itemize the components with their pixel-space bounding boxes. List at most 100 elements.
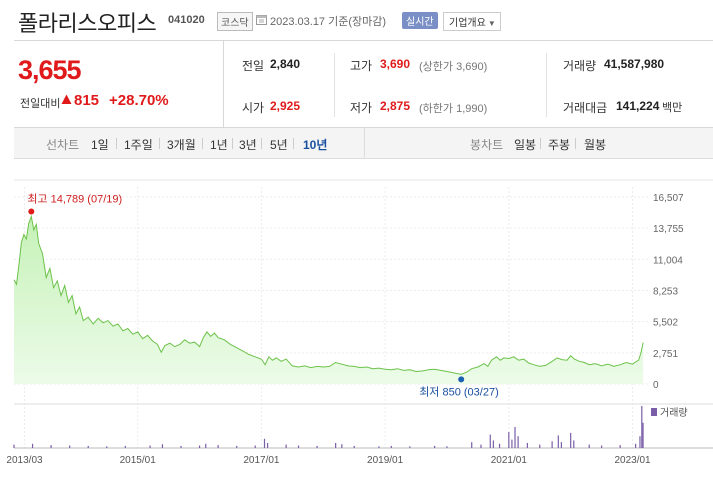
prev-close-label: 전일	[242, 59, 265, 73]
volume-bar	[588, 444, 590, 448]
line-chart-label: 선차트	[46, 138, 80, 152]
change-percent: +28.70%	[109, 92, 169, 109]
low-point-marker	[458, 376, 465, 383]
volume-bar	[69, 445, 71, 448]
volume-legend-label: 거래량	[660, 407, 688, 419]
volume-bar	[149, 445, 151, 448]
volume-bar	[409, 446, 411, 448]
period-1y[interactable]: 1년	[210, 138, 228, 152]
trade-amount-label: 거래대금	[563, 101, 608, 115]
period-1d[interactable]: 1일	[91, 138, 109, 152]
volume-bar	[635, 443, 637, 448]
divider	[232, 138, 233, 149]
period-1w[interactable]: 1주일	[124, 138, 153, 152]
volume-bar	[560, 442, 563, 448]
divider	[261, 138, 262, 149]
y-tick-label: 13,755	[653, 224, 684, 235]
volume-bar	[489, 434, 491, 448]
candle-daily[interactable]: 일봉	[514, 138, 537, 152]
low-point-label: 최저 850 (03/27)	[419, 385, 499, 398]
trade-amount-unit: 백만	[662, 102, 683, 114]
volume-bar	[573, 440, 575, 448]
volume-bar	[642, 422, 644, 448]
divider	[159, 138, 160, 149]
volume-bar	[267, 442, 269, 448]
volume-bar	[446, 446, 448, 448]
y-tick-label: 5,502	[653, 318, 678, 329]
high-point-marker	[28, 208, 35, 215]
volume-bar	[557, 435, 559, 448]
period-10y[interactable]: 10년	[303, 138, 328, 152]
volume-bar	[205, 443, 207, 448]
volume-bar	[514, 427, 516, 448]
volume-bar	[297, 445, 300, 448]
trade-amount-value: 141,224	[616, 99, 660, 113]
volume-bar	[551, 441, 553, 448]
x-tick-label: 2015/01	[120, 455, 157, 466]
open-label: 시가	[242, 101, 265, 115]
change-label: 전일대비	[20, 98, 61, 110]
divider	[334, 53, 335, 117]
volume-bar	[13, 444, 15, 448]
volume-bar	[341, 444, 343, 448]
company-overview-dropdown[interactable]: 기업개요 ▼	[443, 12, 501, 31]
volume-bar	[180, 445, 182, 448]
candle-chart-label: 봉차트	[470, 138, 504, 152]
volume-bar	[619, 445, 621, 448]
prev-close-value: 2,840	[270, 57, 301, 71]
price-line	[13, 214, 644, 375]
period-3m[interactable]: 3개월	[167, 138, 196, 152]
period-5y[interactable]: 5년	[270, 138, 288, 152]
volume-bar	[511, 439, 513, 448]
volume-bar	[87, 445, 89, 448]
volume-bar	[50, 445, 52, 448]
y-tick-label: 16,507	[653, 193, 684, 204]
volume-bar	[335, 442, 337, 448]
volume-bar	[498, 443, 501, 448]
y-tick-label: 0	[653, 380, 659, 391]
stock-header: 폴라리스오피스 041020 코스닥 2023.03.17 기준(장마감) 실시…	[0, 0, 713, 42]
chevron-down-icon: ▼	[487, 19, 496, 28]
volume-bar	[31, 443, 34, 448]
realtime-button[interactable]: 실시간	[402, 12, 438, 29]
volume-bar	[254, 445, 256, 448]
chart-annotations: 최고 14,789 (07/19) 최저 850 (03/27)	[27, 192, 498, 398]
price-info-panel: 3,655 전일대비 815 +28.70% 전일 2,840 시가 2,925…	[14, 40, 713, 128]
high-value: 3,690	[380, 57, 411, 71]
stock-code: 041020	[168, 14, 205, 26]
company-overview-label: 기업개요	[449, 18, 486, 29]
y-axis: 16,507 13,755 11,004 8,253 5,502 2,751 0	[653, 193, 684, 391]
volume-bar	[198, 445, 201, 448]
up-triangle-icon	[61, 94, 72, 104]
x-tick-label: 2013/03	[6, 455, 43, 466]
low-value: 2,875	[380, 99, 411, 113]
volume-bar	[161, 444, 164, 448]
current-price-box: 3,655 전일대비 815 +28.70%	[14, 41, 224, 128]
candle-weekly[interactable]: 주봉	[548, 138, 571, 152]
divider	[364, 128, 365, 159]
volume-bar	[639, 436, 641, 448]
period-3y[interactable]: 3년	[239, 138, 257, 152]
volume-bar	[236, 445, 238, 448]
high-label: 고가	[350, 59, 373, 73]
divider	[546, 53, 547, 117]
market-badge: 코스닥	[217, 12, 253, 31]
volume-value: 41,587,980	[604, 57, 665, 71]
high-point-label: 최고 14,789 (07/19)	[27, 192, 122, 205]
volume-bar	[285, 444, 287, 448]
divider	[116, 138, 117, 149]
volume-bar	[526, 442, 528, 448]
volume-bar	[508, 432, 510, 448]
chart-grid	[14, 179, 713, 449]
x-tick-label: 2023/01	[614, 455, 651, 466]
divider	[540, 138, 541, 149]
volume-bar	[106, 446, 108, 448]
price-area	[14, 216, 644, 384]
volume-bar	[480, 444, 482, 448]
volume-bar	[434, 445, 436, 448]
volume-chart: 거래량	[13, 406, 688, 448]
volume-bar	[390, 445, 392, 448]
price-chart[interactable]: 16,507 13,755 11,004 8,253 5,502 2,751 0 최고 14…	[0, 160, 713, 479]
candle-monthly[interactable]: 월봉	[584, 138, 607, 152]
x-tick-label: 2017/01	[243, 455, 280, 466]
